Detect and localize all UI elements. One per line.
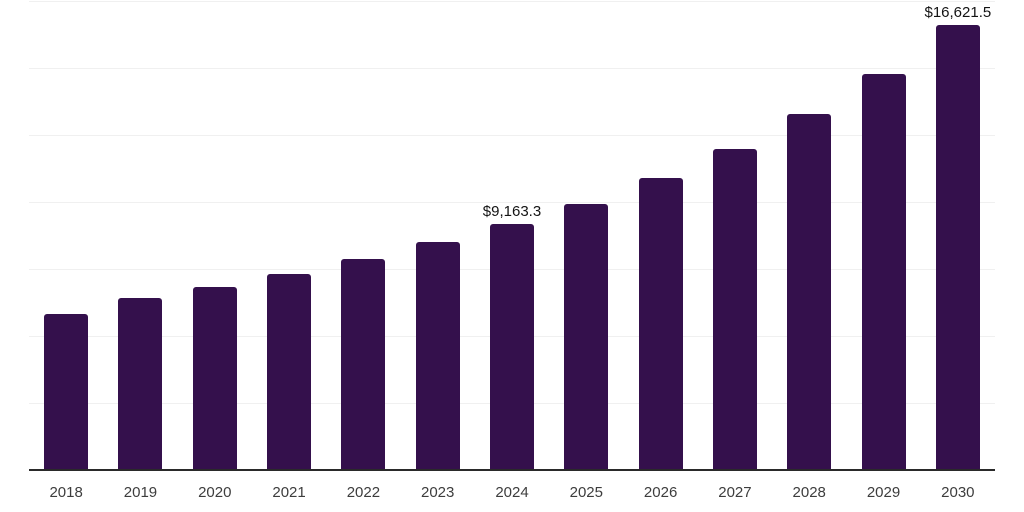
- gridline-15000: [29, 68, 995, 69]
- bar-2030: [935, 24, 980, 470]
- bar-2027: [712, 149, 757, 470]
- gridline-10000: [29, 202, 995, 203]
- bar-value-label-2030: $16,621.5: [924, 3, 992, 21]
- bar-2025: [564, 203, 609, 470]
- bar-2022: [341, 259, 386, 470]
- x-tick-label-2023: 2023: [421, 484, 455, 501]
- plot-area: $9,163.3 $16,621.5: [29, 1, 995, 470]
- x-tick-label-2027: 2027: [718, 484, 752, 501]
- bar-2021: [267, 274, 312, 470]
- x-axis-line: [29, 469, 995, 471]
- x-tick-label-2029: 2029: [866, 484, 901, 501]
- bar-2026: [638, 177, 683, 470]
- bar-2029: [861, 73, 906, 470]
- x-tick-label-2026: 2026: [643, 484, 678, 501]
- x-tick-label-2020: 2020: [198, 484, 232, 501]
- bar-2020: [192, 287, 237, 470]
- gridline-17500: [29, 1, 995, 2]
- x-tick-label-2021: 2021: [272, 484, 306, 501]
- x-axis-labels: 2018 2019 2020 2021 2022 2023 2024 2025 2026 2027…: [0, 485, 1024, 505]
- x-tick-label-2024: 2024: [495, 484, 529, 501]
- bar-value-label-2024: $9,163.3: [482, 203, 542, 221]
- x-tick-label-2030: 2030: [941, 484, 975, 501]
- bar-2023: [415, 242, 460, 470]
- bar-2024: [490, 224, 534, 470]
- bar-2018: [44, 314, 89, 470]
- bar-2019: [118, 298, 163, 470]
- x-tick-label-2025: 2025: [569, 484, 603, 501]
- x-tick-label-2019: 2019: [123, 484, 158, 501]
- x-tick-label-2028: 2028: [792, 484, 826, 501]
- x-tick-label-2018: 2018: [49, 484, 83, 501]
- x-tick-label-2022: 2022: [346, 484, 381, 501]
- gridline-12500: [29, 135, 995, 136]
- bar-2028: [787, 114, 832, 470]
